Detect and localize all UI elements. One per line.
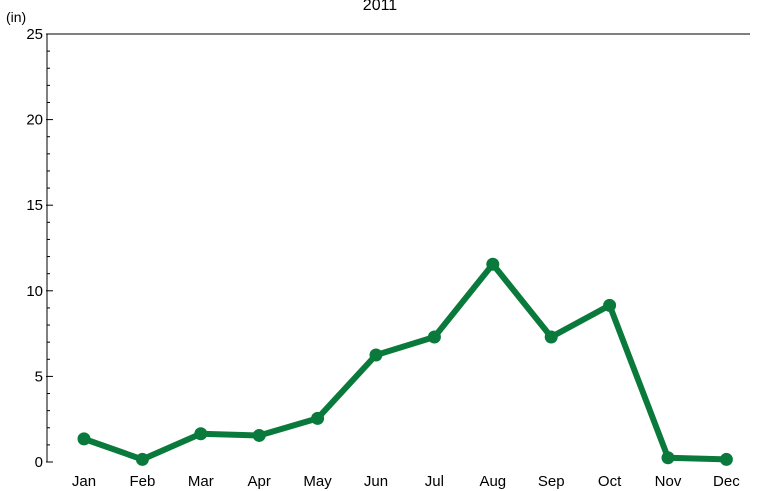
data-point (369, 348, 383, 362)
data-point (77, 432, 91, 446)
y-tick-label: 15 (26, 197, 43, 214)
data-point (311, 411, 325, 425)
y-tick-label: 0 (35, 454, 43, 471)
x-tick-label: Jan (72, 473, 96, 490)
x-axis-labels: Jan Feb Mar Apr May Jun Jul Aug Sep Oct Nov Dec (72, 473, 740, 490)
x-tick-label: Jun (364, 473, 388, 490)
data-point (544, 330, 558, 344)
y-tick-label: 20 (26, 112, 43, 129)
x-tick-label: Feb (129, 473, 155, 490)
data-point (194, 427, 208, 441)
x-tick-label: Nov (655, 473, 682, 490)
x-tick-label: Aug (479, 473, 506, 490)
y-axis-ticks: 0 5 10 15 20 25 (26, 26, 53, 471)
series-layer (77, 257, 733, 466)
y-tick-label: 5 (35, 368, 43, 385)
plot-frame (46, 33, 750, 462)
x-tick-label: Oct (598, 473, 622, 490)
series-line (81, 261, 730, 463)
x-tick-label: Jul (425, 473, 444, 490)
x-tick-label: Sep (538, 473, 565, 490)
x-tick-label: Mar (188, 473, 214, 490)
x-tick-label: Apr (248, 473, 271, 490)
x-tick-label: Dec (713, 473, 740, 490)
y-unit-label: (in) (6, 9, 26, 25)
data-point (252, 428, 266, 442)
data-point (661, 451, 675, 465)
x-tick-label: May (303, 473, 332, 490)
data-point (603, 298, 617, 312)
chart-title: 2011 (363, 0, 398, 14)
data-point (486, 257, 500, 271)
y-tick-label: 25 (26, 26, 43, 43)
data-point (719, 452, 733, 466)
data-point (135, 452, 149, 466)
y-tick-label: 10 (26, 283, 43, 300)
data-point (427, 330, 441, 344)
